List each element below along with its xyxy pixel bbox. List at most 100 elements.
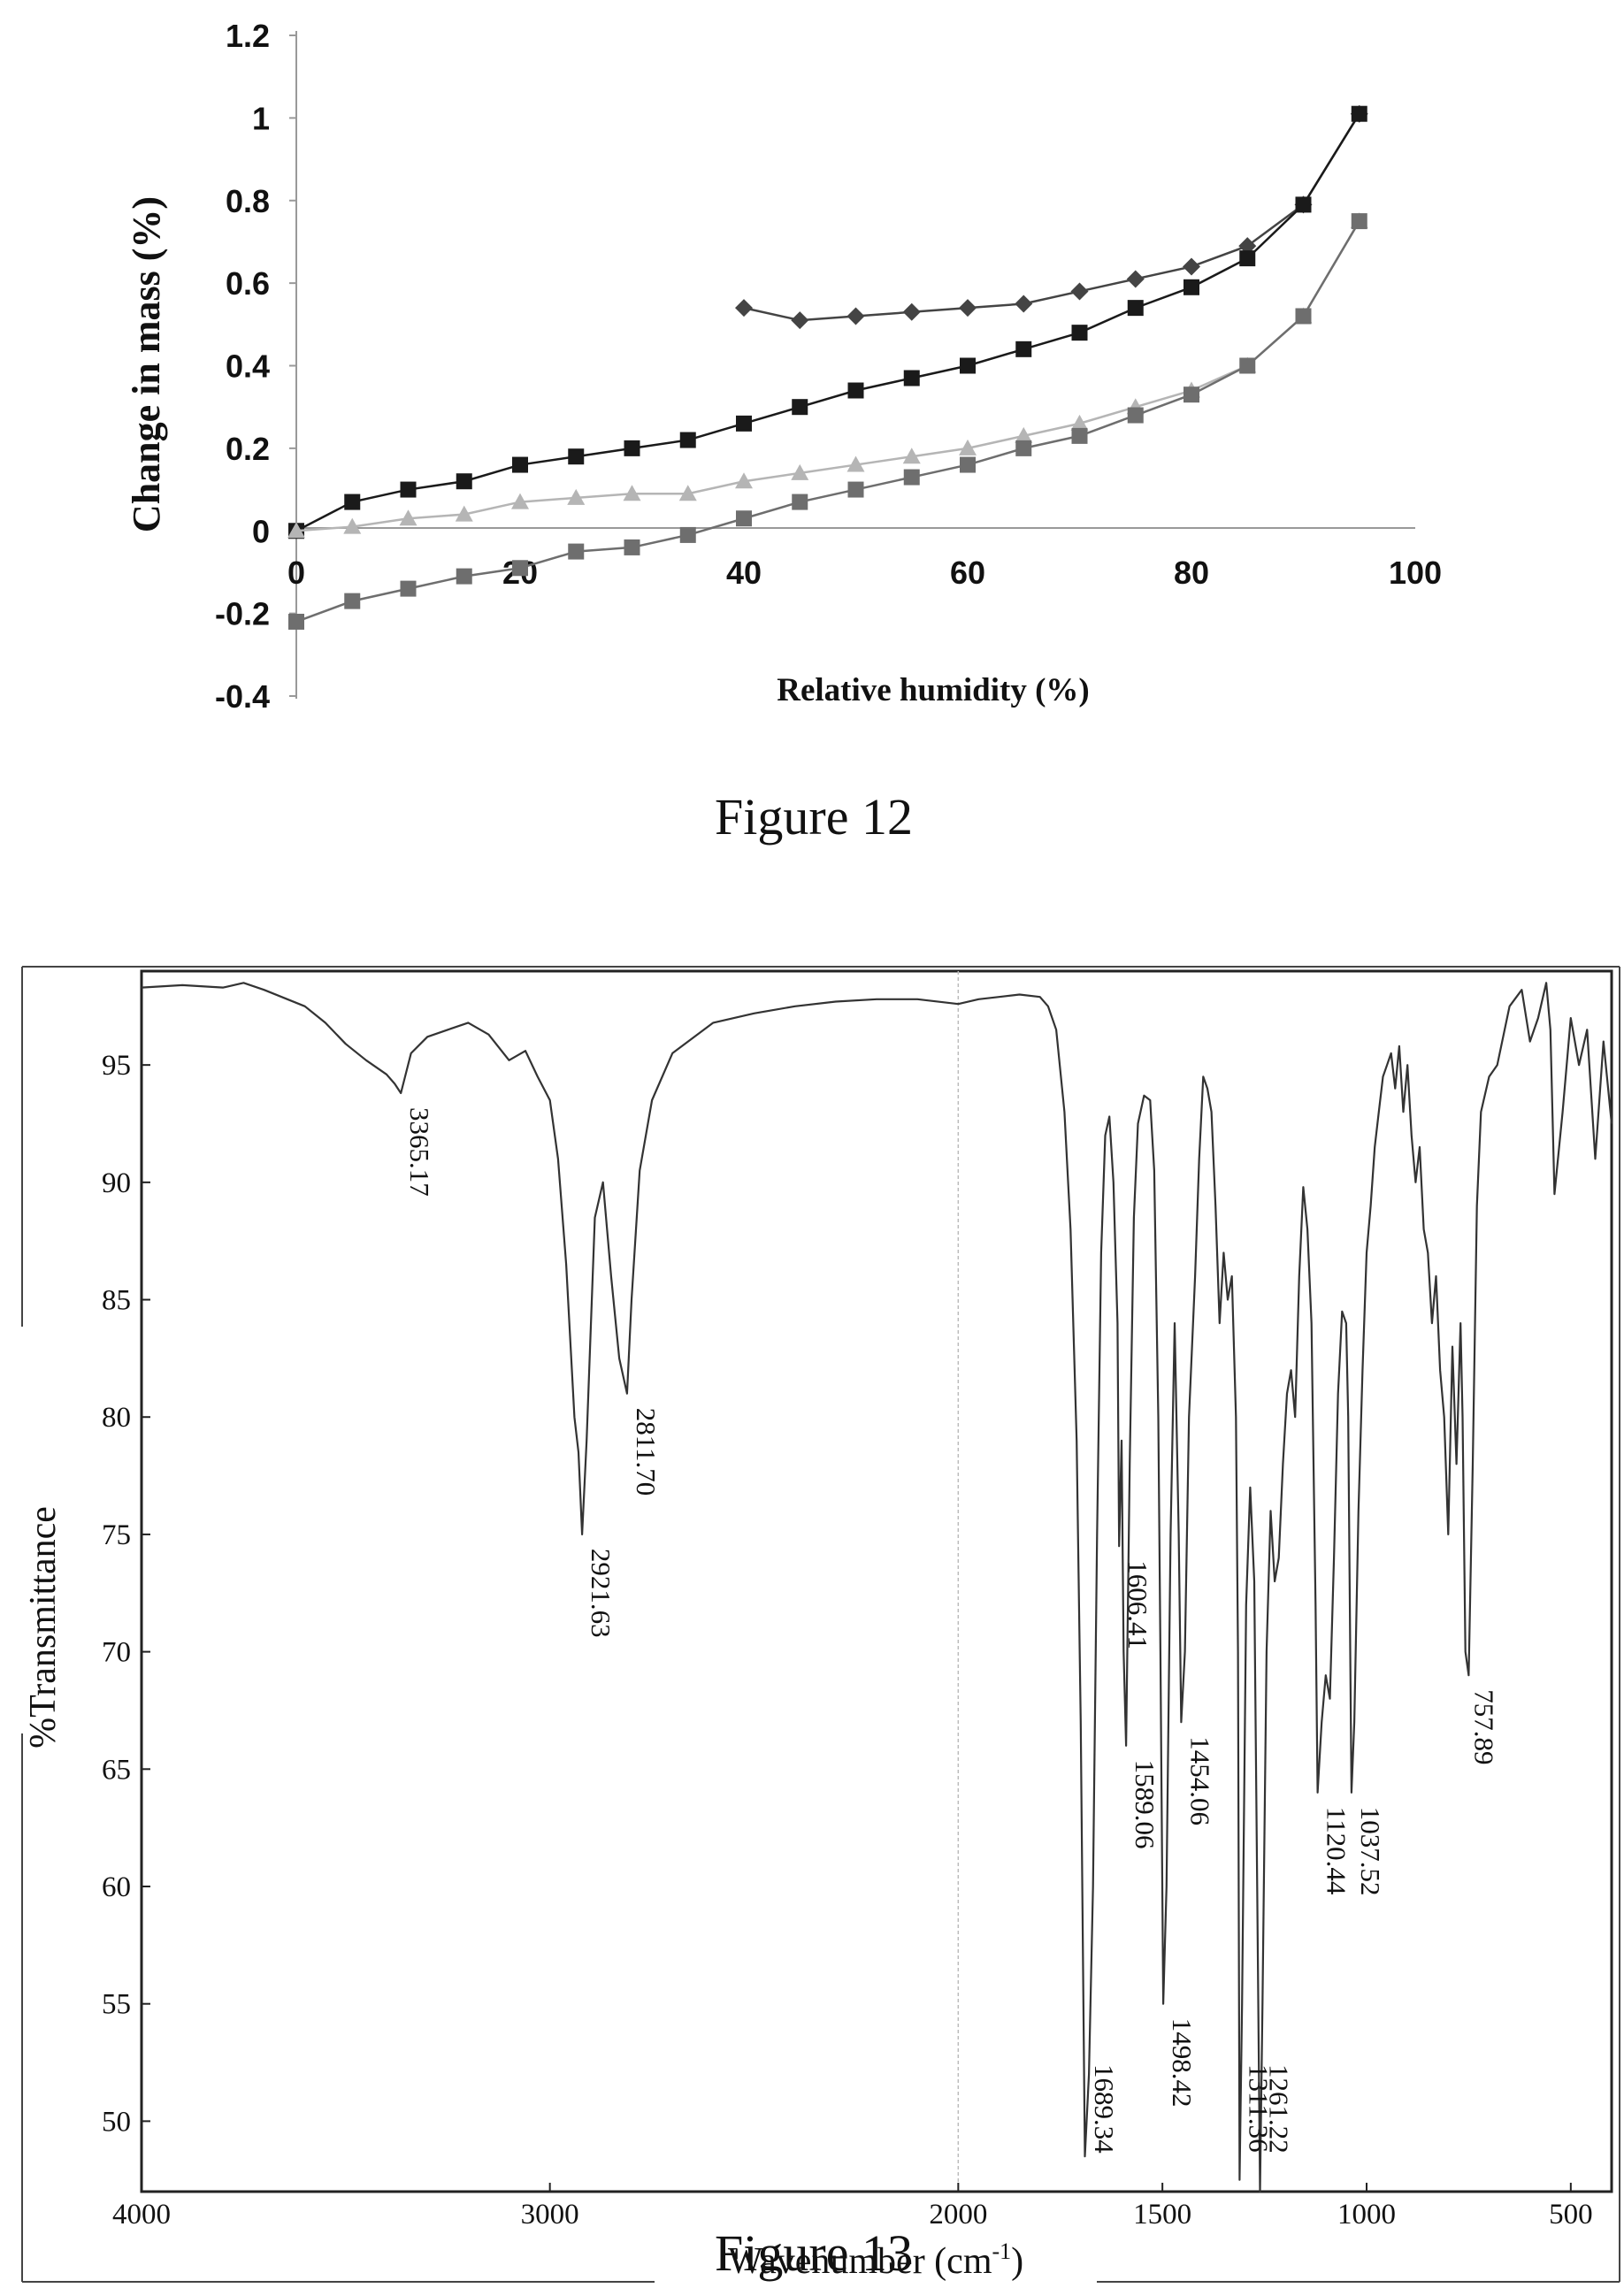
f12-series-1-point — [736, 415, 752, 432]
f13-peak-labels: 3365.17 2921.63 2811.70 1689.34 1606.41 1589.… — [404, 1107, 1499, 2154]
f12-series-2-point — [455, 505, 473, 522]
f12-series-1-point — [1071, 325, 1088, 341]
f12-series-group — [287, 104, 1368, 630]
f13-peak-label: 1689.34 — [1089, 2064, 1120, 2154]
f13-peak-label: 1498.42 — [1167, 2018, 1198, 2108]
f12-series-1-point — [960, 357, 976, 374]
f13-x-ticks: 4000 3000 2000 1500 1000 500 — [112, 2183, 1593, 2231]
f12-series-2-point — [623, 485, 641, 501]
f12-series-3-point — [1127, 407, 1144, 424]
f12-y-tick-labels: 1.2 1 0.8 0.6 0.4 0.2 0 -0.2 -0.4 — [215, 18, 296, 715]
f12-series-1-point — [400, 481, 417, 498]
f13-y-tick-label: 95 — [102, 1050, 131, 1082]
f13-spectrum-line — [141, 982, 1613, 2193]
f13-y-tick-label: 50 — [102, 2106, 131, 2138]
f12-x-tick-label: 60 — [950, 555, 985, 591]
f12-series-0-point — [846, 307, 865, 325]
f13-x-tick-label: 2000 — [929, 2199, 987, 2231]
f13-y-tick-label: 90 — [102, 1167, 131, 1199]
f13-x-tick-label: 4000 — [112, 2199, 171, 2231]
f12-series-2-point — [567, 488, 586, 505]
f12-series-0-point — [902, 302, 921, 321]
f12-series-3-point — [1239, 357, 1256, 374]
f13-x-tick-label: 1000 — [1337, 2199, 1396, 2231]
f12-series-3-point — [1015, 440, 1032, 456]
f12-series-1-point — [903, 370, 920, 386]
f12-series-3-point — [960, 456, 976, 473]
f13-x-tick-label: 500 — [1549, 2199, 1593, 2231]
f12-y-tick-label: 1.2 — [226, 18, 270, 54]
f12-series-2-point — [959, 439, 977, 455]
f12-series-2-point — [902, 448, 921, 464]
f12-x-tick-label: 100 — [1389, 555, 1442, 591]
f12-series-1-point — [1295, 196, 1312, 213]
f12-series-2-point — [1070, 414, 1089, 431]
f13-peak-label: 1261.22 — [1264, 2064, 1295, 2154]
f12-series-2-line — [295, 220, 1360, 532]
f12-series-0-point — [1183, 257, 1200, 276]
f12-y-tick-label: 0.2 — [226, 431, 270, 467]
f12-series-2-point — [287, 522, 305, 539]
f12-series-1-line — [295, 113, 1360, 532]
f12-series-1-point — [1015, 341, 1032, 357]
f12-series-2-point — [343, 517, 362, 534]
f12-series-2-point — [791, 463, 809, 480]
f12-series-2-point — [1015, 426, 1033, 443]
f12-x-tick-label: 40 — [726, 555, 762, 591]
f13-x-tick-label: 1500 — [1133, 2199, 1191, 2231]
f12-series-3-point — [1071, 427, 1088, 444]
f13-y-tick-label: 70 — [102, 1637, 131, 1669]
f13-peak-label: 1120.44 — [1321, 1807, 1352, 1895]
f13-peak-label: 2811.70 — [631, 1408, 662, 1496]
f12-series-2-point — [678, 485, 697, 501]
f12-x-axis-label: Relative humidity (%) — [777, 672, 1090, 708]
f13-y-ticks: 95 90 85 80 75 70 65 60 55 50 — [102, 1050, 150, 2138]
f12-y-tick-label: 0 — [252, 513, 270, 549]
f12-series-1-point — [512, 456, 528, 473]
f12-series-3-point — [400, 580, 417, 597]
f13-x-tick-label: 3000 — [521, 2199, 579, 2231]
f12-series-3-line — [295, 220, 1360, 624]
f12-series-1-point — [847, 382, 864, 399]
f13-peak-label: 2921.63 — [586, 1549, 617, 1638]
f12-series-3-point — [624, 539, 640, 555]
f12-series-1-point — [1184, 279, 1199, 295]
f12-series-0-point — [791, 311, 809, 330]
f12-series-0-point — [1126, 270, 1145, 288]
f12-series-1-point — [456, 473, 472, 490]
f12-series-3-point — [792, 494, 808, 510]
f12-series-2-point — [511, 493, 529, 509]
f12-y-axis-label: Change in mass (%) — [125, 196, 168, 532]
f12-series-3-point — [344, 593, 361, 609]
f13-y-tick-label: 60 — [102, 1871, 131, 1903]
f13-y-tick-label: 85 — [102, 1285, 131, 1317]
f13-peak-label: 1311.36 — [1243, 2064, 1274, 2153]
figure-12-caption: Figure 12 — [715, 788, 913, 846]
f12-series-1-point — [1351, 105, 1367, 122]
f12-series-2-point — [735, 472, 753, 489]
f13-peak-label: 3365.17 — [404, 1107, 435, 1197]
f13-peak-label: 1606.41 — [1122, 1560, 1153, 1649]
f12-series-1-point — [679, 432, 696, 448]
f13-y-tick-label: 55 — [102, 1989, 131, 2021]
f12-series-0-point — [1238, 237, 1257, 256]
f12-series-3-point — [847, 481, 864, 498]
f13-peak-label: 1037.52 — [1355, 1807, 1386, 1896]
f13-plot-frame — [140, 969, 1613, 2193]
f12-y-tick-label: 0.6 — [226, 265, 270, 302]
f13-x-axis-label-sup: -1 — [992, 2238, 1011, 2264]
f12-series-1-point — [344, 494, 361, 510]
f13-peak-label: 1589.06 — [1130, 1760, 1161, 1849]
f12-series-3-point — [512, 560, 528, 577]
figure-13-caption: Figure 13 — [715, 2224, 913, 2282]
f12-series-2-point — [399, 509, 417, 526]
f12-y-tick-label: 0.4 — [226, 348, 270, 385]
f12-series-0-point — [1015, 295, 1033, 313]
f12-series-3-point — [1295, 308, 1312, 325]
f12-series-1-point — [1239, 250, 1256, 267]
figure-12-chart: 1.210.80.60.40.20-0.2-0.4 020406080100 C… — [125, 18, 1442, 846]
f12-series-3-point — [736, 510, 752, 527]
f13-peak-label: 1454.06 — [1184, 1736, 1215, 1825]
f12-y-tick-label: 1 — [252, 100, 270, 136]
